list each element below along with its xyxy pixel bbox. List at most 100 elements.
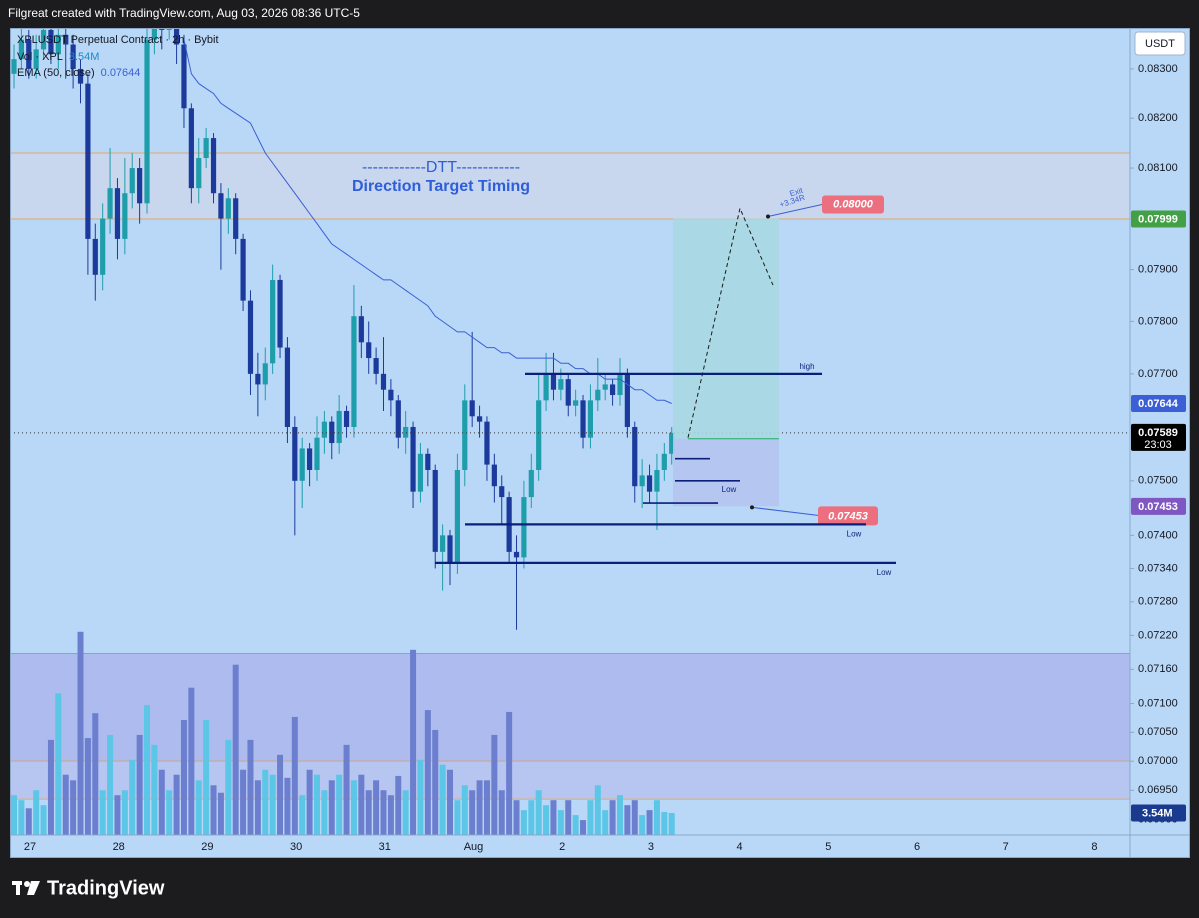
y-tick-label: 0.07160 xyxy=(1138,663,1178,675)
candle-body xyxy=(173,28,180,45)
candle-body xyxy=(100,218,106,275)
volume-bar xyxy=(240,769,247,835)
volume-bar xyxy=(572,815,579,835)
zone xyxy=(10,153,1130,220)
volume-bar xyxy=(395,775,402,835)
volume-bar xyxy=(321,790,328,835)
legend-symbol: XPLUSDT Perpetual Contract · 2h · Bybit xyxy=(17,34,219,46)
y-tick-label: 0.08300 xyxy=(1138,63,1178,75)
volume-bar xyxy=(402,790,409,835)
candle-body xyxy=(499,486,505,498)
candle-body xyxy=(565,379,571,406)
x-tick-label: 29 xyxy=(201,841,213,853)
volume-bar xyxy=(646,810,653,835)
legend-ema-value: 0.07644 xyxy=(101,67,141,79)
logo-dot xyxy=(24,881,30,887)
candle-body xyxy=(284,347,291,427)
zone-badge-label: 0.07999 xyxy=(1138,213,1178,225)
volume-bar xyxy=(587,800,594,835)
volume-bar xyxy=(498,790,505,835)
volume-bar xyxy=(387,795,394,835)
volume-bar xyxy=(84,738,91,835)
stop-badge xyxy=(1131,497,1186,515)
candle-body xyxy=(358,316,364,343)
volume-bar xyxy=(277,754,284,835)
candle-body xyxy=(543,373,549,401)
volume-bar xyxy=(410,649,417,835)
volume-bar xyxy=(350,780,357,835)
candle-body xyxy=(314,437,320,470)
volume-bar xyxy=(40,805,47,835)
stop-connector xyxy=(751,506,819,516)
chart-frame xyxy=(10,28,1190,858)
volume-bar xyxy=(254,780,261,835)
volume-bar xyxy=(203,720,210,835)
x-tick-label: 7 xyxy=(1003,841,1009,853)
legend-volume-name: Vol · XPL xyxy=(17,51,63,63)
volume-bar xyxy=(18,800,25,835)
volume-bar xyxy=(33,790,40,835)
candle-body xyxy=(425,453,431,470)
level-label: Low xyxy=(847,529,862,538)
y-tick-label: 0.08100 xyxy=(1138,162,1178,174)
candle-body xyxy=(661,453,667,470)
candle-body xyxy=(210,138,217,194)
volume-bar xyxy=(373,780,380,835)
stop-badge-label: 0.07453 xyxy=(1138,501,1178,513)
candle-body xyxy=(270,279,276,364)
candle-body xyxy=(521,497,527,558)
volume-bar xyxy=(513,800,520,835)
candle-body xyxy=(373,358,379,374)
candle-body xyxy=(225,198,231,219)
candle-body xyxy=(595,389,601,401)
volume-bar xyxy=(306,769,313,835)
y-tick-label: 0.07280 xyxy=(1138,596,1178,608)
candle-body xyxy=(122,193,128,239)
candle-body xyxy=(624,373,630,427)
candle-body xyxy=(343,410,350,427)
legend-volume-value: 3.54M xyxy=(69,51,100,63)
volume-bar xyxy=(580,820,587,835)
candle-body xyxy=(410,426,416,492)
volume-bar xyxy=(535,790,542,835)
x-tick-label: 28 xyxy=(113,841,125,853)
y-tick-label: 0.07500 xyxy=(1138,475,1178,487)
volume-bar xyxy=(469,790,476,835)
volume-bar xyxy=(616,795,623,835)
exit-text: Exit xyxy=(788,186,804,199)
y-tick-label: 0.07220 xyxy=(1138,629,1178,641)
candle-body xyxy=(18,39,24,60)
x-tick-label: 30 xyxy=(290,841,302,853)
currency: USDT xyxy=(1145,38,1175,50)
volume-bar xyxy=(225,739,232,835)
volume-bar xyxy=(173,774,180,835)
volume-bar xyxy=(151,744,158,835)
candle-body xyxy=(476,416,483,422)
candle-body xyxy=(114,188,121,239)
candle-body xyxy=(513,551,520,558)
candle-body xyxy=(181,44,187,109)
candle-body xyxy=(417,453,424,492)
candle-body xyxy=(85,83,91,239)
x-tick-label: 4 xyxy=(737,841,743,853)
candle-body xyxy=(454,469,460,563)
volume-bar xyxy=(136,734,143,835)
dtt-line: ------------DTT------------ xyxy=(362,159,520,176)
candle-body xyxy=(277,279,283,348)
volume-bar xyxy=(262,769,269,835)
volume-bar xyxy=(107,734,114,835)
volume-bar xyxy=(639,815,646,835)
candle-body xyxy=(55,34,61,55)
y-tick-label: 0.07050 xyxy=(1138,726,1178,738)
volume-bar xyxy=(380,790,387,835)
candle-body xyxy=(262,363,268,385)
candle-body xyxy=(403,426,409,438)
zone xyxy=(10,653,1130,762)
x-tick-label: 8 xyxy=(1091,841,1097,853)
volume-bar xyxy=(461,785,468,835)
ema-badge-label: 0.07644 xyxy=(1138,398,1179,410)
volume-bar xyxy=(284,777,291,835)
volume-bar xyxy=(432,729,439,835)
target-tag-label: 0.08000 xyxy=(833,198,874,210)
logo-stem xyxy=(16,881,20,895)
